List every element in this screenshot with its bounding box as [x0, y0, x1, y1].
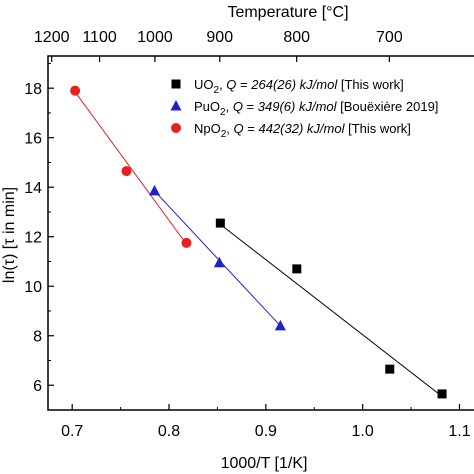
y-tick-label: 8: [33, 329, 42, 346]
y-tick-label: 10: [24, 279, 42, 296]
top-tick-label: 900: [206, 29, 233, 46]
fit-line: [220, 223, 443, 397]
x-tick-label: 0.8: [158, 423, 180, 440]
data-point: [215, 218, 225, 228]
data-point: [70, 85, 81, 96]
legend: UO2, Q = 264(26) kJ/mol [This work] PuO2,…: [170, 77, 438, 140]
y-tick-label: 12: [24, 230, 42, 247]
top-tick-label: 1100: [82, 29, 117, 46]
y-tick-label: 14: [24, 180, 42, 197]
data-point: [213, 256, 225, 268]
data-point: [292, 264, 302, 274]
legend-entry: NpO2, Q = 442(32) kJ/mol [This work]: [194, 121, 411, 140]
top-tick-label: 800: [283, 29, 310, 46]
x-tick-label: 1.0: [352, 423, 374, 440]
y-axis-title: ln(τ) [τ in min]: [1, 187, 18, 283]
data-point: [385, 364, 395, 374]
top-tick-label: 1200: [34, 29, 70, 46]
data-point: [274, 319, 286, 331]
legend-entry: UO2, Q = 264(26) kJ/mol [This work]: [194, 77, 404, 96]
y-tick-label: 6: [33, 378, 42, 395]
data-point: [121, 166, 132, 177]
fit-line: [74, 91, 187, 245]
plot-frame: [47, 55, 474, 411]
data-point: [437, 389, 447, 399]
fit-lines: [74, 91, 443, 397]
data-point: [149, 184, 160, 196]
top-tick-label: 1000: [137, 29, 173, 46]
top-tick-label: 700: [376, 29, 403, 46]
tick-labels: 0.7 0.8 0.9 1.0 1.1 6 8 10 12 14 16 18 1200 1100 1000 9…: [24, 29, 470, 440]
legend-entry: PuO2, Q = 349(6) kJ/mol [Bouëxière 2019]: [194, 99, 438, 118]
legend-marker: [170, 100, 182, 111]
y-tick-label: 18: [24, 81, 42, 98]
legend-marker: [171, 79, 181, 89]
y-tick-label: 16: [24, 131, 42, 148]
top-axis-title: Temperature [°C]: [227, 4, 348, 21]
fit-line: [154, 190, 281, 327]
x-tick-label: 1.1: [448, 423, 470, 440]
x-tick-label: 0.9: [255, 423, 277, 440]
x-tick-label: 0.7: [61, 423, 83, 440]
data-point: [181, 237, 192, 248]
data-markers: [70, 85, 447, 399]
legend-marker: [171, 123, 181, 133]
x-axis-title: 1000/T [1/K]: [221, 455, 308, 472]
